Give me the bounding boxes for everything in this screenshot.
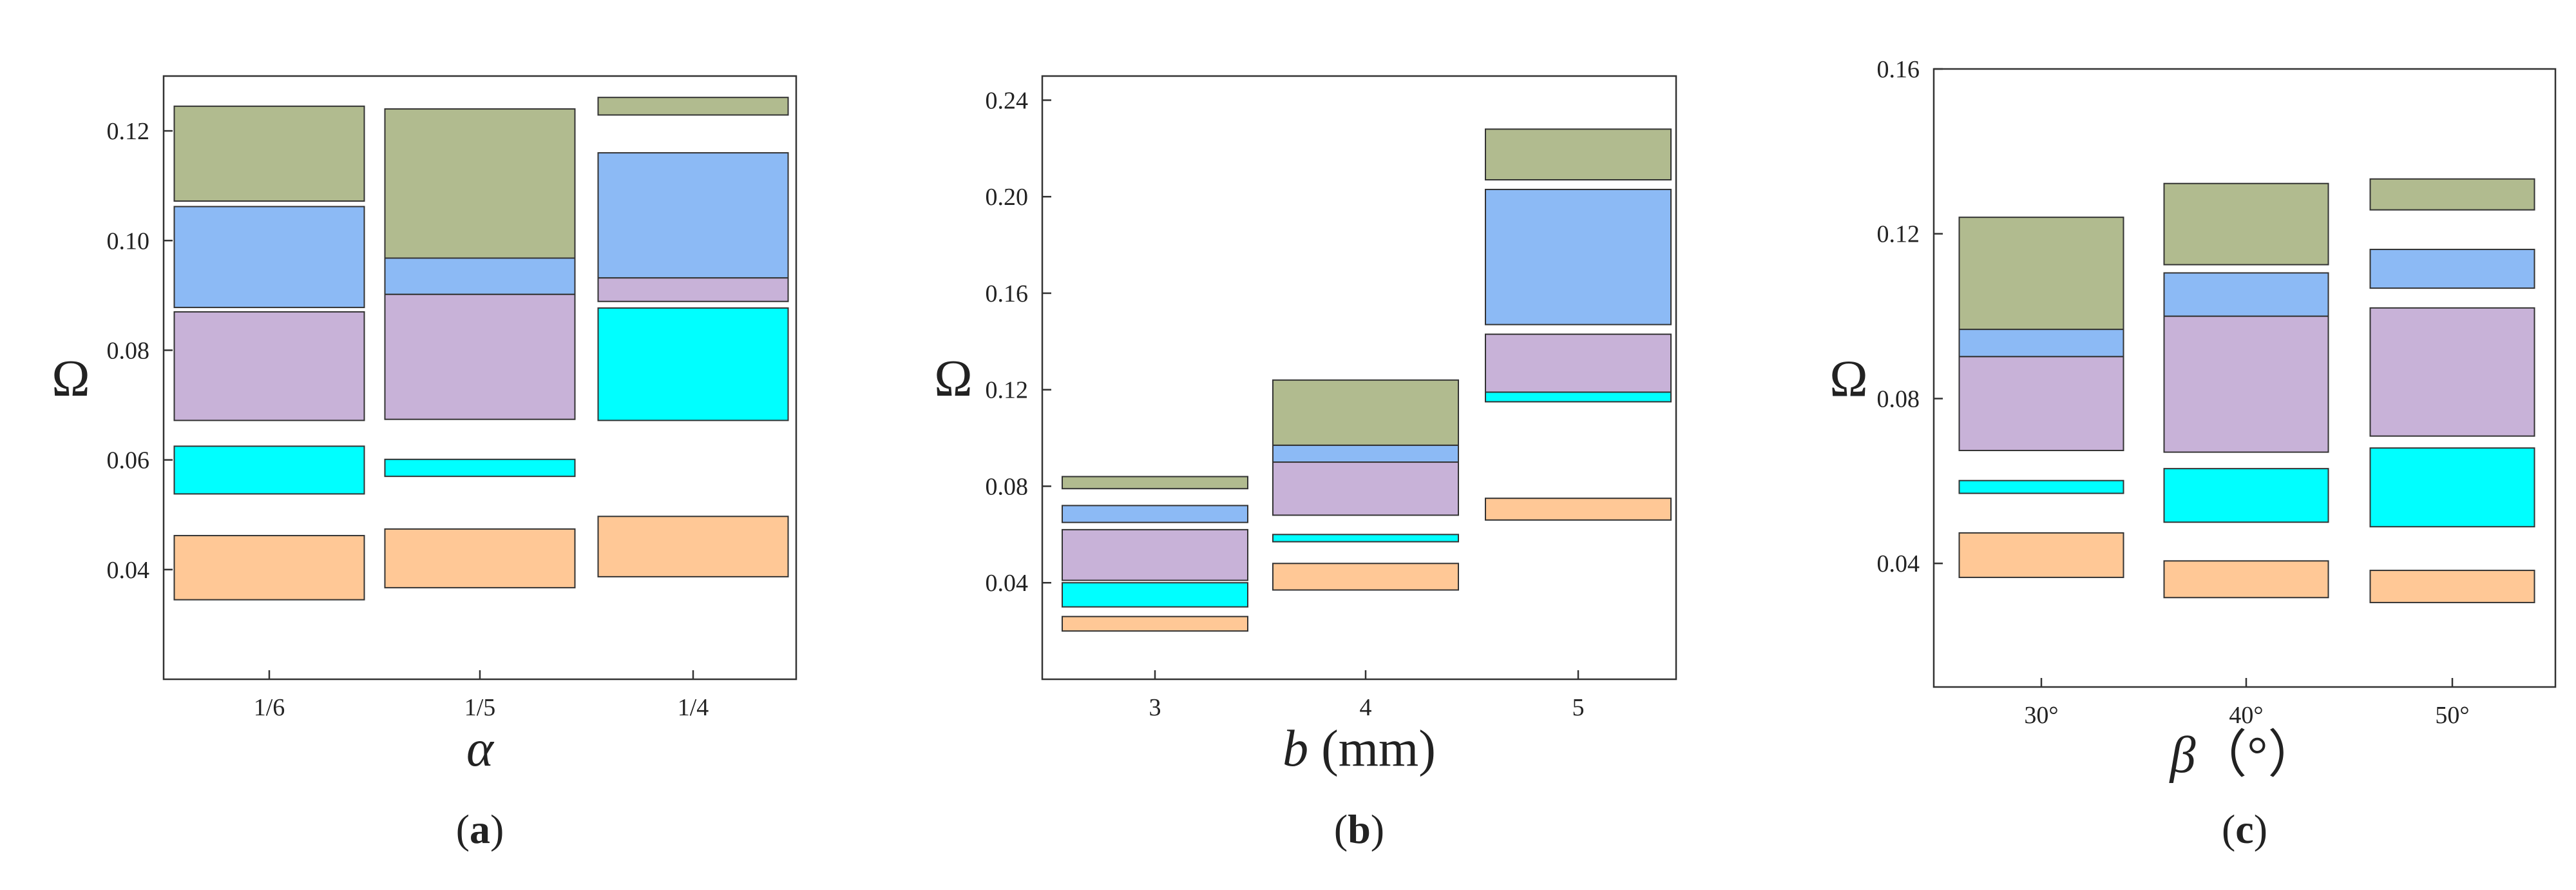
x-axis-unit-b: (mm): [1308, 721, 1436, 777]
bar-b-0-olive: [1062, 476, 1248, 490]
x-tick-label-a-1: 1/5: [464, 694, 496, 721]
x-axis-label-c: β（°）: [2169, 727, 2320, 784]
bar-c-2-orange: [2369, 570, 2535, 603]
bar-c-1-orange: [2163, 560, 2329, 599]
y-tick-label-b-0: 0.04: [986, 570, 1029, 597]
x-tick-label-a-0: 1/6: [254, 694, 285, 721]
bar-c-1-olive: [2163, 182, 2329, 266]
bar-c-2-olive: [2369, 178, 2535, 211]
bar-b-2-olive: [1485, 128, 1672, 180]
x-axis-symbol-c: β: [2169, 727, 2196, 784]
y-tick-label-c-2: 0.12: [1877, 221, 1920, 248]
x-axis-unit-c: （°）: [2195, 727, 2319, 784]
bar-a-2-cyan: [597, 307, 789, 421]
bar-c-2-blue: [2369, 249, 2535, 289]
bar-c-2-purple: [2369, 307, 2535, 437]
y-tick-label-b-4: 0.20: [986, 184, 1029, 211]
bar-a-2-purple: [597, 277, 789, 302]
bar-a-1-olive: [384, 108, 576, 259]
bar-c-0-blue: [1958, 329, 2124, 358]
bar-c-1-blue: [2163, 272, 2329, 317]
bar-a-1-orange: [384, 528, 576, 588]
bar-a-0-orange: [173, 535, 365, 601]
bar-a-1-purple: [384, 293, 576, 420]
x-tick-label-c-0: 30°: [2024, 702, 2058, 729]
y-axis-label-c: Ω: [1829, 351, 1867, 408]
bar-b-1-cyan: [1272, 534, 1459, 543]
x-tick-label-b-2: 5: [1572, 694, 1585, 721]
y-tick-label-b-1: 0.08: [986, 473, 1029, 500]
bar-b-0-blue: [1062, 505, 1248, 523]
chart-panel-a: 0.04 0.06 0.08 0.10 0.12 1/6 1/5 1/4 Ωα (a): [52, 75, 797, 852]
y-axis-label-a: Ω: [52, 351, 90, 407]
x-tick-label-b-0: 3: [1149, 694, 1161, 721]
bar-b-0-cyan: [1062, 582, 1248, 608]
bar-a-0-blue: [173, 206, 365, 309]
y-tick-label-a-0: 0.04: [107, 557, 150, 584]
x-axis-symbol-b: b: [1283, 721, 1308, 777]
y-tick-label-a-3: 0.10: [107, 227, 150, 255]
x-axis-label-a: α: [466, 721, 495, 777]
bar-a-0-olive: [173, 105, 365, 202]
panel-paren-close-a: ): [490, 806, 504, 852]
bar-a-2-blue: [597, 152, 789, 279]
panel-paren-open-a: (: [456, 806, 470, 852]
chart-panel-b: 0.040.080.120.160.200.243 4 5Ωb (mm)(b): [934, 75, 1677, 852]
bar-c-0-orange: [1958, 532, 2124, 578]
bar-b-0-orange: [1062, 615, 1248, 632]
bar-a-1-blue: [384, 257, 576, 295]
bar-c-0-purple: [1958, 356, 2124, 452]
panel-paren-open-b: (: [1334, 806, 1348, 852]
bar-b-0-purple: [1062, 528, 1248, 581]
bar-b-1-orange: [1272, 563, 1459, 591]
x-axis-label-b: b (mm): [1283, 721, 1436, 777]
y-tick-label-c-0: 0.04: [1877, 550, 1920, 577]
chart-panel-c: 0.04 0.08 0.12 0.16 30° 40° 50° Ωβ（°） (c): [1829, 56, 2557, 852]
y-tick-label-a-2: 0.08: [107, 337, 150, 364]
panel-label-c: (c): [2222, 806, 2267, 852]
bar-b-2-blue: [1485, 188, 1672, 325]
axes-frame-c: [1932, 68, 2557, 688]
y-tick-label-b-3: 0.16: [986, 280, 1029, 307]
bar-b-1-purple: [1272, 461, 1459, 516]
panel-label-a: (a): [456, 806, 504, 852]
bar-c-0-olive: [1958, 217, 2124, 331]
x-axis-symbol-a: α: [466, 721, 495, 777]
bar-c-2-cyan: [2369, 447, 2535, 528]
y-tick-label-a-4: 0.12: [107, 118, 150, 145]
x-tick-label-b-1: 4: [1360, 694, 1372, 721]
panel-letter-b: b: [1348, 806, 1371, 852]
bar-b-1-blue: [1272, 444, 1459, 463]
axes-frame-b: [1041, 75, 1677, 681]
bar-c-1-cyan: [2163, 468, 2329, 523]
bar-c-1-purple: [2163, 315, 2329, 453]
y-tick-label-b-5: 0.24: [986, 87, 1029, 114]
bar-b-2-cyan: [1485, 391, 1672, 403]
panel-letter-c: c: [2235, 806, 2253, 852]
x-tick-label-a-2: 1/4: [678, 694, 709, 721]
x-tick-label-c-2: 50°: [2435, 702, 2469, 729]
panel-paren-close-c: ): [2254, 806, 2267, 852]
bar-b-2-purple: [1485, 333, 1672, 393]
panel-paren-open-c: (: [2222, 806, 2235, 852]
bar-a-2-olive: [597, 97, 789, 116]
bar-a-0-cyan: [173, 445, 365, 495]
bar-b-2-orange: [1485, 498, 1672, 521]
panel-paren-close-b: ): [1371, 806, 1384, 852]
bar-b-1-olive: [1272, 379, 1459, 446]
y-tick-label-c-3: 0.16: [1877, 56, 1920, 83]
y-axis-label-b: Ω: [934, 351, 972, 407]
panel-label-b: (b): [1334, 806, 1384, 852]
bar-a-2-orange: [597, 516, 789, 577]
y-tick-label-c-1: 0.08: [1877, 385, 1920, 412]
bar-c-0-cyan: [1958, 479, 2124, 494]
bar-a-0-purple: [173, 311, 365, 421]
x-tick-label-c-1: 40°: [2229, 702, 2263, 729]
bar-a-1-cyan: [384, 458, 576, 478]
y-tick-label-a-1: 0.06: [107, 447, 150, 474]
panel-letter-a: a: [470, 806, 490, 852]
y-tick-label-b-2: 0.12: [986, 377, 1029, 404]
charts: 0.040.060.080.100.121/6 1/5 1/4Ωα(a)0.040.…: [52, 56, 2557, 852]
